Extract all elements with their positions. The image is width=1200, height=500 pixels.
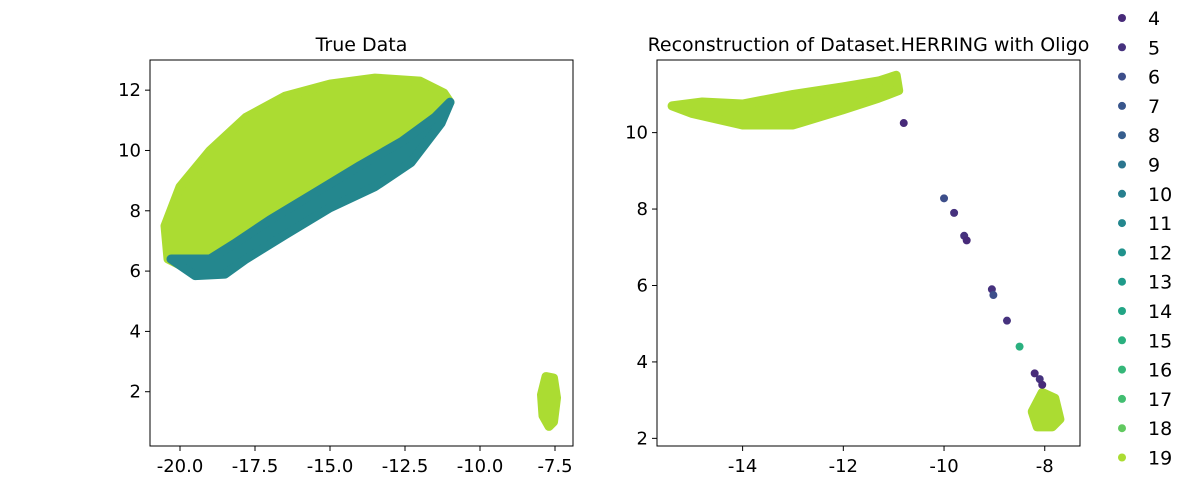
y-tick-label: 2 <box>637 428 648 449</box>
x-axis-left: -20.0 -17.5 -15.0 -12.5 -10.0 -7.5 <box>157 446 573 477</box>
x-tick-label: -17.5 <box>232 456 279 477</box>
x-tick-label: -12 <box>829 456 858 477</box>
x-tick-label: -12.5 <box>382 456 429 477</box>
legend-label-8: 8 <box>1148 125 1160 147</box>
y-tick-label: 8 <box>637 199 648 220</box>
chart-title-right: Reconstruction of Dataset.HERRING with O… <box>648 34 1090 56</box>
legend-marker-19 <box>1118 453 1126 462</box>
y-tick-label: 12 <box>118 80 141 101</box>
chart-title-left: True Data <box>315 34 408 56</box>
y-tick-label: 10 <box>118 140 141 161</box>
scatter-point-12 <box>1038 380 1047 389</box>
scatter-point-3 <box>950 208 959 217</box>
legend-marker-18 <box>1118 424 1126 433</box>
legend-label-4: 4 <box>1148 8 1160 30</box>
legend-marker-10 <box>1118 189 1126 198</box>
scatter-point-2 <box>940 194 949 203</box>
y-tick-label: 2 <box>130 382 141 403</box>
scatter-panel-true-data: True Data -20.0 -17.5 -15.0 -12.5 -10.0 -7.5 … <box>118 34 574 477</box>
scatter-point-8 <box>1002 316 1011 325</box>
legend-label-12: 12 <box>1148 242 1172 264</box>
scatter-point-10 <box>1030 369 1039 378</box>
x-tick-label: -10 <box>929 456 958 477</box>
legend-marker-14 <box>1118 307 1126 315</box>
point-cluster-lower-cluster <box>1027 388 1065 432</box>
legend-label-14: 14 <box>1148 301 1172 323</box>
y-tick-label: 8 <box>130 201 141 222</box>
legend-marker-5 <box>1118 43 1126 52</box>
legend-label-19: 19 <box>1148 448 1172 470</box>
y-tick-label: 4 <box>130 321 141 342</box>
legend-marker-17 <box>1118 394 1126 403</box>
legend-label-6: 6 <box>1148 67 1160 89</box>
scatter-point-1 <box>899 119 908 128</box>
point-cluster-small-cluster <box>537 372 561 431</box>
legend-marker-6 <box>1118 72 1126 81</box>
legend-marker-8 <box>1118 131 1126 140</box>
legend-marker-4 <box>1118 14 1126 22</box>
point-cluster-upper-band <box>667 70 904 130</box>
scatter-point-7 <box>989 291 998 300</box>
legend-marker-11 <box>1118 219 1126 228</box>
legend-label-5: 5 <box>1148 37 1160 59</box>
y-tick-label: 6 <box>637 275 648 296</box>
x-tick-label: -15.0 <box>307 456 354 477</box>
legend-label-11: 11 <box>1148 213 1172 235</box>
scatter-point-5 <box>962 236 971 245</box>
x-tick-label: -7.5 <box>537 456 572 477</box>
legend-label-18: 18 <box>1148 418 1172 440</box>
x-tick-label: -14 <box>728 456 757 477</box>
scatter-panel-reconstruction: Reconstruction of Dataset.HERRING with O… <box>625 34 1089 477</box>
legend-label-16: 16 <box>1148 360 1172 382</box>
y-axis-right: 2 4 6 8 10 <box>625 123 657 449</box>
y-tick-label: 10 <box>625 123 648 144</box>
y-tick-label: 4 <box>637 352 648 373</box>
x-tick-label: -20.0 <box>157 456 204 477</box>
axes-frame-left <box>149 59 574 447</box>
legend-label-17: 17 <box>1148 389 1172 411</box>
plot-area-right <box>667 70 1065 432</box>
axes-frame-right <box>656 59 1081 447</box>
legend-marker-13 <box>1118 277 1126 286</box>
legend-label-7: 7 <box>1148 96 1160 118</box>
legend-marker-9 <box>1118 160 1126 169</box>
legend-marker-12 <box>1118 248 1126 257</box>
x-axis-right: -14 -12 -10 -8 <box>728 446 1054 477</box>
legend-marker-7 <box>1118 101 1126 110</box>
point-cluster-lower-rim <box>166 97 455 281</box>
scatter-point-9 <box>1015 342 1024 351</box>
y-tick-label: 6 <box>130 261 141 282</box>
legend-label-10: 10 <box>1148 184 1172 206</box>
legend-marker-15 <box>1118 336 1126 345</box>
point-cluster-main-blob <box>160 73 455 273</box>
x-tick-label: -8 <box>1036 456 1054 477</box>
plot-area-left <box>160 73 561 431</box>
legend-label-9: 9 <box>1148 155 1160 177</box>
legend: 4 5 6 7 8 9 10 11 12 13 14 15 16 17 18 19 <box>1118 8 1172 470</box>
legend-label-15: 15 <box>1148 330 1172 352</box>
legend-marker-16 <box>1118 365 1126 374</box>
x-tick-label: -10.0 <box>457 456 504 477</box>
legend-label-13: 13 <box>1148 272 1172 294</box>
y-axis-left: 2 4 6 8 10 12 <box>118 80 150 403</box>
